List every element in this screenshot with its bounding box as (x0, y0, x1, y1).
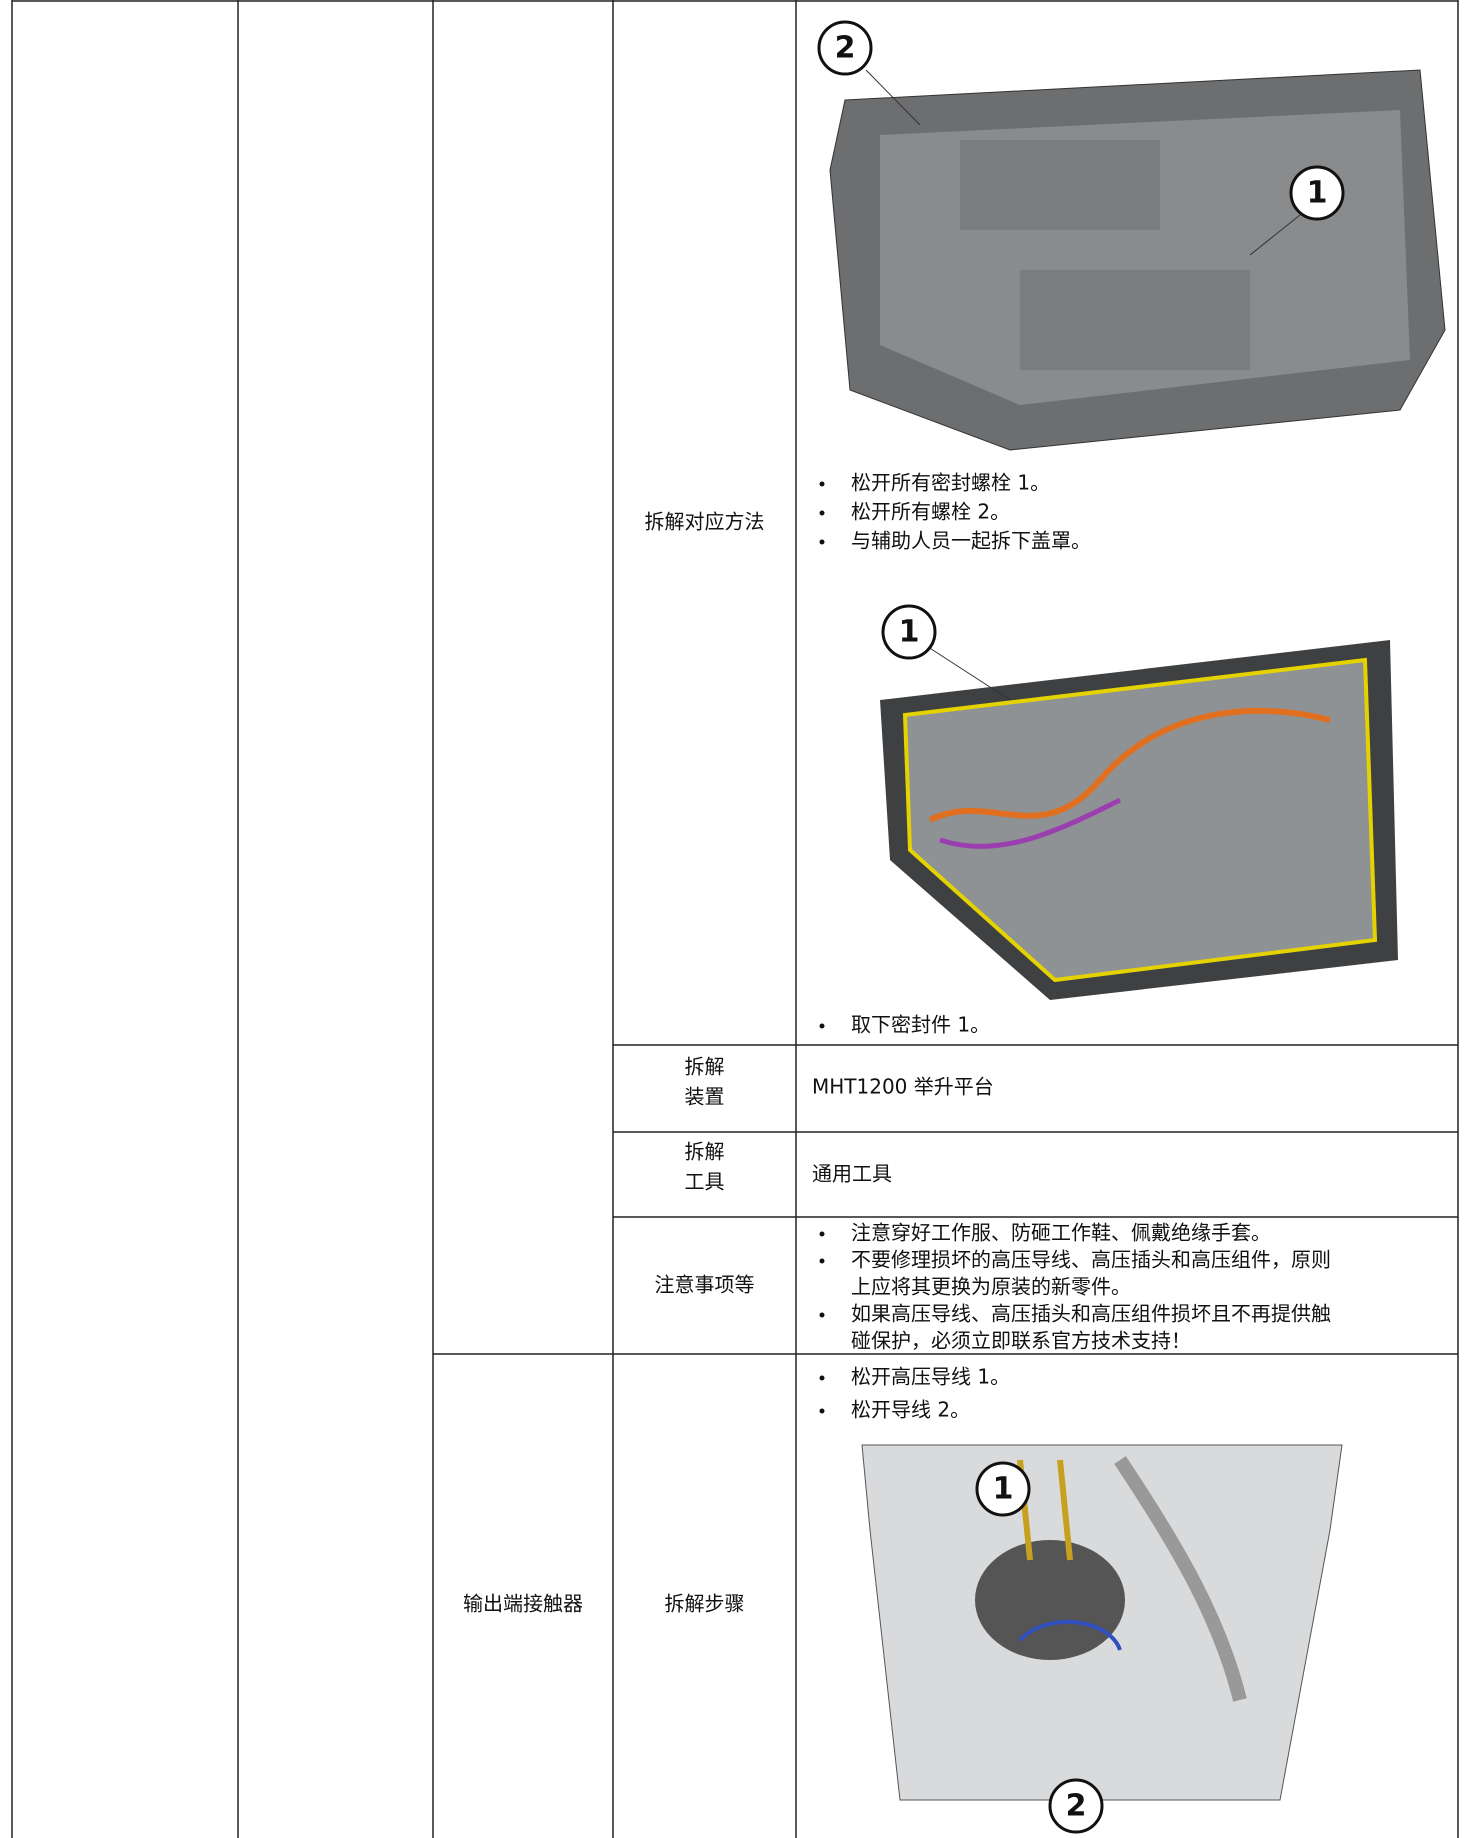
bullet (819, 1231, 825, 1237)
list-item: 如果高压导线、高压插头和高压组件损坏且不再提供触 (851, 1302, 1331, 1326)
callout-circle (1048, 1778, 1104, 1834)
cell-value: MHT1200 举升平台 (812, 1075, 994, 1099)
list-item: 松开所有密封螺栓 1。 (851, 471, 1050, 495)
figure-contactor (861, 1444, 1343, 1801)
row-label: 装置 (685, 1085, 725, 1109)
row-label: 拆解 (685, 1055, 725, 1079)
callout-circle (817, 20, 873, 76)
bullet (819, 1258, 825, 1264)
bullet (819, 1408, 825, 1414)
list-item: 松开导线 2。 (851, 1398, 970, 1422)
row-label: 拆解对应方法 (645, 510, 765, 534)
row-label: 注意事项等 (655, 1273, 755, 1297)
list-item: 不要修理损坏的高压导线、高压插头和高压组件，原则 (851, 1248, 1331, 1272)
bullet (819, 1023, 825, 1029)
bullet (819, 510, 825, 516)
cell-value: 通用工具 (812, 1162, 892, 1186)
row-label: 拆解 (685, 1140, 725, 1164)
bullet (819, 481, 825, 487)
bullet (819, 1312, 825, 1318)
list-item: 松开所有螺栓 2。 (851, 500, 1010, 524)
callout-circle (975, 1461, 1031, 1517)
callout-number: 1 (1307, 176, 1328, 211)
row-label: 拆解步骤 (665, 1592, 745, 1616)
row-label: 工具 (685, 1170, 725, 1194)
bullet (819, 539, 825, 545)
figure-battery-cover (829, 69, 1446, 451)
list-item: 注意穿好工作服、防砸工作鞋、佩戴绝缘手套。 (851, 1221, 1271, 1245)
callout-number: 1 (899, 615, 920, 650)
callout-number: 1 (993, 1472, 1014, 1507)
callout-number: 2 (1066, 1789, 1087, 1824)
list-item: 松开高压导线 1。 (851, 1365, 1010, 1389)
bullet (819, 1375, 825, 1381)
list-item: 取下密封件 1。 (851, 1013, 990, 1037)
table-borders (11, 0, 1459, 1838)
list-item: 与辅助人员一起拆下盖罩。 (851, 529, 1091, 553)
list-item: 上应将其更换为原装的新零件。 (851, 1275, 1131, 1299)
figure-battery-open (880, 640, 1398, 1000)
callout-number: 2 (835, 31, 856, 66)
callout-circle (1289, 165, 1345, 221)
list-item: 碰保护，必须立即联系官方技术支持！ (851, 1329, 1191, 1353)
component-label: 输出端接触器 (463, 1592, 583, 1616)
callout-circle (881, 604, 937, 660)
